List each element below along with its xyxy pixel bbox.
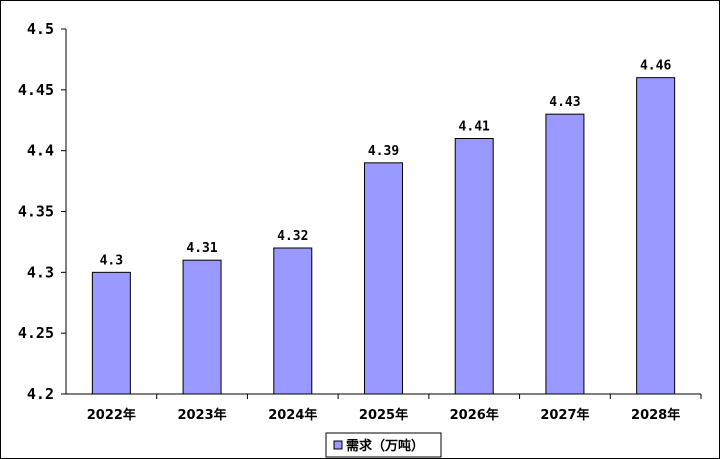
- bar: [454, 138, 494, 395]
- data-label: 4.31: [186, 241, 217, 256]
- data-label: 4.39: [368, 144, 399, 159]
- y-axis: 4.2 4.25 4.3 4.35 4.4 4.45 4.5: [18, 20, 67, 403]
- legend-swatch: [333, 440, 343, 450]
- y-tick-label: 4.5: [27, 20, 54, 38]
- x-tick-label: 2026年: [450, 407, 499, 423]
- data-labels: 4.3 4.31 4.32 4.39 4.41 4.43 4.46: [100, 59, 672, 269]
- x-tick-label: 2023年: [177, 407, 226, 423]
- data-label: 4.41: [459, 120, 490, 135]
- data-label: 4.46: [640, 59, 671, 74]
- y-tick-label: 4.4: [27, 142, 54, 160]
- x-tick-label: 2028年: [631, 407, 680, 423]
- y-tick-label: 4.2: [27, 385, 54, 403]
- data-label: 4.3: [100, 253, 123, 268]
- x-tick-label: 2022年: [87, 407, 136, 423]
- bar: [273, 247, 313, 395]
- legend: 需求（万吨）: [325, 432, 442, 458]
- bar-series: [91, 77, 676, 395]
- data-label: 4.43: [549, 95, 580, 110]
- x-tick-label: 2024年: [268, 407, 317, 423]
- y-tick-label: 4.45: [18, 81, 54, 99]
- x-axis: 2022年 2023年 2024年 2025年 2026年 2027年 2028年: [66, 393, 702, 423]
- y-tick-label: 4.35: [18, 203, 54, 221]
- bar: [545, 113, 585, 395]
- bar: [91, 271, 131, 395]
- data-label: 4.32: [277, 229, 308, 244]
- y-tick-label: 4.3: [27, 263, 54, 281]
- legend-label: 需求（万吨）: [346, 438, 424, 454]
- bar: [636, 77, 676, 395]
- legend-frame: [325, 432, 442, 458]
- bar: [182, 259, 222, 395]
- bar: [364, 162, 403, 395]
- x-tick-label: 2025年: [359, 407, 408, 423]
- x-tick-label: 2027年: [540, 407, 589, 423]
- y-tick-label: 4.25: [18, 324, 54, 342]
